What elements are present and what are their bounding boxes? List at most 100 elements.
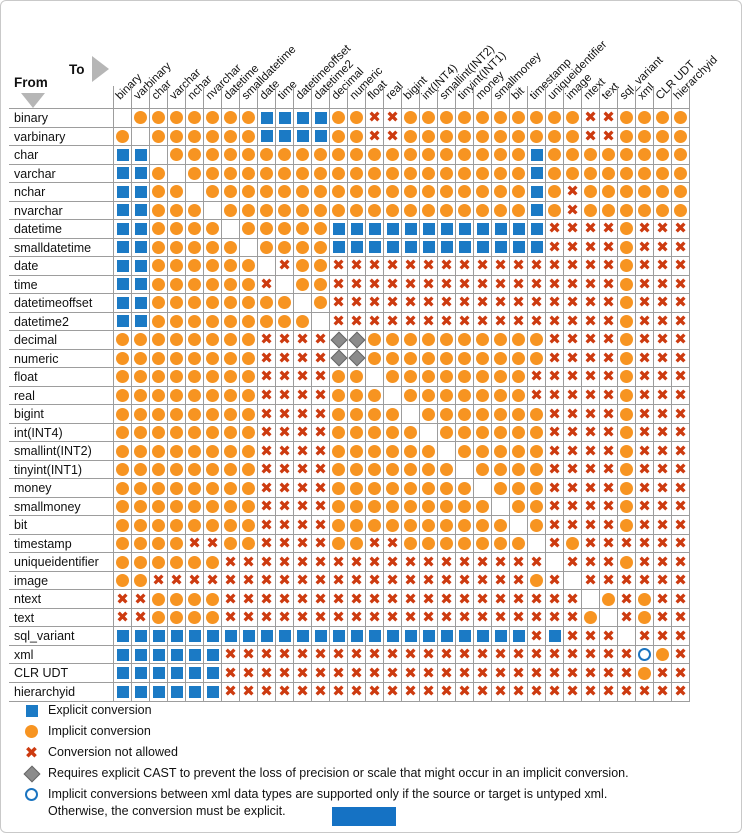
matrix-cell	[456, 460, 474, 480]
matrix-cell	[474, 516, 492, 535]
not-allowed-x-icon: ✖	[656, 219, 669, 238]
matrix-cell	[258, 109, 276, 128]
implicit-circle-icon	[152, 111, 165, 125]
not-allowed-x-icon: ✖	[566, 200, 579, 219]
matrix-cell: ✖	[258, 460, 276, 480]
explicit-square-icon	[476, 222, 489, 235]
not-allowed-x-icon: ✖	[404, 663, 417, 682]
matrix-cell	[348, 201, 366, 221]
not-allowed-x-icon: ✖	[584, 293, 597, 312]
matrix-cell	[348, 220, 366, 239]
matrix-cell	[456, 109, 474, 128]
matrix-cell	[204, 405, 222, 424]
matrix-cell	[132, 109, 150, 128]
matrix-cell	[636, 664, 654, 683]
not-allowed-x-icon: ✖	[602, 237, 615, 256]
not-allowed-x-icon: ✖	[260, 385, 273, 404]
matrix-cell	[420, 627, 438, 646]
matrix-cell	[204, 627, 222, 646]
implicit-circle-icon	[548, 203, 561, 217]
matrix-cell: ✖	[330, 664, 348, 683]
not-allowed-x-icon: ✖	[584, 515, 597, 534]
implicit-circle-icon	[512, 111, 525, 125]
matrix-cell	[492, 146, 510, 165]
matrix-cell	[636, 183, 654, 202]
implicit-circle-icon	[494, 166, 507, 180]
matrix-cell	[240, 183, 258, 202]
implicit-circle-icon	[440, 407, 453, 421]
implicit-circle-icon	[602, 592, 615, 606]
implicit-circle-icon	[404, 444, 417, 458]
matrix-cell	[402, 386, 420, 406]
matrix-cell: ✖	[420, 294, 438, 313]
matrix-cell	[582, 608, 600, 628]
matrix-cell	[636, 608, 654, 628]
matrix-cell: ✖	[564, 423, 582, 443]
matrix-cell: ✖	[582, 534, 600, 554]
matrix-cell	[132, 479, 150, 498]
matrix-cell: ✖	[276, 442, 294, 461]
explicit-square-icon	[116, 315, 129, 328]
explicit-square-icon	[314, 630, 327, 643]
matrix-cell: ✖	[672, 257, 690, 276]
implicit-circle-icon	[440, 518, 453, 532]
matrix-cell: ✖	[258, 553, 276, 572]
matrix-cell: ✖	[582, 645, 600, 665]
matrix-cell	[294, 109, 312, 128]
matrix-cell	[456, 534, 474, 554]
matrix-cell	[204, 442, 222, 461]
implicit-circle-icon	[242, 500, 255, 514]
matrix-cell	[384, 627, 402, 646]
not-allowed-x-icon: ✖	[548, 404, 561, 423]
implicit-circle-icon	[404, 500, 417, 514]
matrix-cell	[474, 164, 492, 184]
matrix-cell	[258, 294, 276, 313]
implicit-circle-icon	[368, 500, 381, 514]
matrix-cell	[132, 682, 150, 702]
matrix-cell	[348, 386, 366, 406]
matrix-cell	[348, 405, 366, 424]
implicit-circle-icon	[440, 426, 453, 440]
cast-diamond-icon	[348, 331, 365, 349]
matrix-cell: ✖	[582, 220, 600, 239]
matrix-cell	[150, 294, 168, 313]
row-label: sql_variant	[9, 627, 113, 646]
implicit-circle-icon	[242, 148, 255, 162]
matrix-cell	[186, 257, 204, 276]
not-allowed-x-icon: ✖	[404, 589, 417, 608]
implicit-circle-icon	[530, 111, 543, 125]
not-allowed-x-icon: ✖	[566, 219, 579, 238]
implicit-circle-icon	[422, 351, 435, 365]
matrix-cell: ✖	[474, 571, 492, 591]
explicit-square-icon	[116, 667, 129, 680]
implicit-circle-icon	[566, 166, 579, 180]
explicit-square-icon	[332, 630, 345, 643]
implicit-circle-icon	[656, 166, 669, 180]
matrix-cell	[240, 257, 258, 276]
matrix-cell	[456, 479, 474, 498]
matrix-cell: ✖	[636, 238, 654, 258]
matrix-cell: ✖	[456, 682, 474, 702]
not-allowed-x-icon: ✖	[602, 423, 615, 442]
matrix-cell	[528, 479, 546, 498]
implicit-circle-icon	[620, 444, 633, 458]
matrix-cell: ✖	[654, 238, 672, 258]
not-allowed-x-icon: ✖	[296, 571, 309, 590]
matrix-cell	[240, 460, 258, 480]
not-allowed-x-icon: ✖	[458, 293, 471, 312]
matrix-cell: ✖	[474, 590, 492, 609]
matrix-cell: ✖	[492, 294, 510, 313]
implicit-circle-icon	[440, 166, 453, 180]
implicit-circle-icon	[296, 314, 309, 328]
matrix-cell	[618, 146, 636, 165]
matrix-cell: ✖	[618, 645, 636, 665]
implicit-circle-icon	[134, 426, 147, 440]
matrix-cell	[600, 183, 618, 202]
implicit-circle-icon	[512, 370, 525, 384]
matrix-cell	[240, 386, 258, 406]
matrix-cell: ✖	[366, 109, 384, 128]
not-allowed-x-icon: ✖	[314, 423, 327, 442]
not-allowed-x-icon: ✖	[674, 682, 687, 701]
matrix-cell: ✖	[636, 405, 654, 424]
not-allowed-x-icon: ✖	[260, 534, 273, 553]
